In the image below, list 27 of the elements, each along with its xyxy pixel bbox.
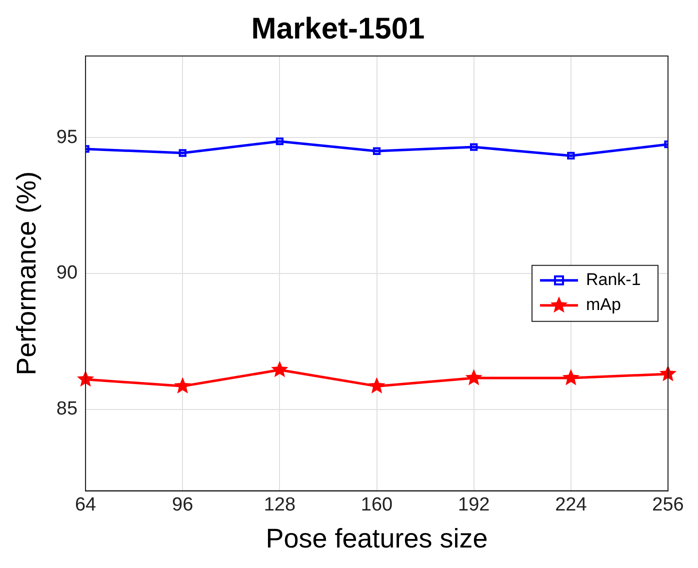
chart-title: Market-1501 [251, 12, 425, 46]
y-axis-title: Performance (%) [12, 171, 42, 376]
point [659, 364, 677, 382]
x-tick-label: 160 [360, 494, 393, 516]
legend-label: mAp [586, 295, 621, 314]
x-tick-label: 192 [458, 494, 490, 516]
point [567, 152, 575, 160]
point [271, 360, 288, 378]
x-axis-title: Pose features size [266, 523, 488, 554]
x-tick-label: 224 [555, 494, 588, 516]
point [465, 369, 482, 386]
x-tick-label: 64 [74, 494, 97, 516]
point [76, 370, 94, 387]
point [470, 143, 478, 151]
x-tick-label: 128 [264, 494, 296, 516]
point [368, 377, 386, 394]
y-tick-label: 90 [56, 262, 78, 284]
x-tick-label: 96 [172, 494, 194, 516]
y-tick-label: 95 [56, 126, 78, 148]
y-tick-label: 85 [56, 398, 78, 420]
point [174, 377, 192, 394]
point [276, 138, 284, 146]
point [562, 369, 580, 386]
point [178, 149, 186, 157]
legend-label: Rank-1 [586, 270, 641, 290]
x-tick-label: 256 [652, 494, 684, 516]
point [372, 147, 381, 155]
